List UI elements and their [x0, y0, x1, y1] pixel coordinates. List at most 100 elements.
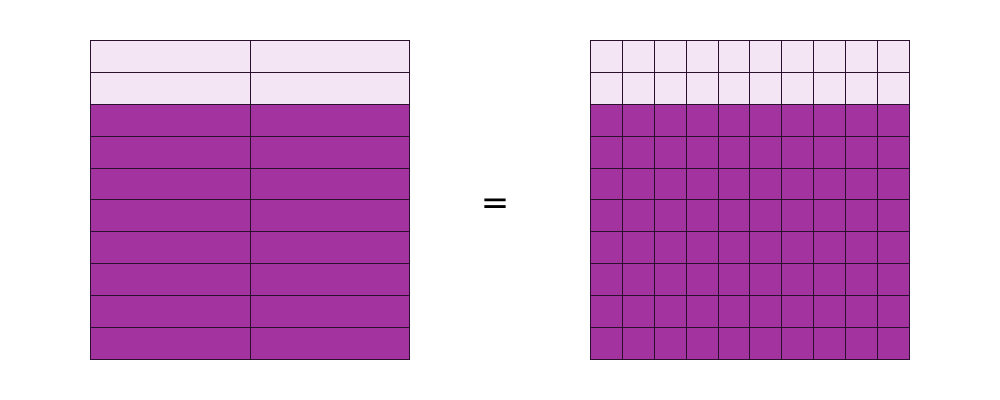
left-model-unshaded-cell	[250, 72, 410, 105]
left-model-shaded-cell	[91, 232, 251, 265]
right-model-shaded-cell	[814, 328, 847, 360]
right-model-shaded-cell	[878, 296, 910, 329]
right-model-shaded-cell	[750, 136, 783, 169]
right-model-shaded-cell	[591, 200, 623, 233]
right-model-shaded-cell	[750, 200, 783, 233]
right-model-shaded-cell	[654, 296, 687, 329]
left-fraction-model	[90, 40, 410, 360]
left-model-shaded-cell	[91, 168, 251, 201]
left-model-shaded-cell	[250, 264, 410, 297]
right-model-shaded-cell	[814, 200, 847, 233]
right-model-shaded-cell	[622, 104, 655, 137]
right-model-shaded-cell	[591, 168, 623, 201]
right-model-shaded-cell	[814, 136, 847, 169]
right-model-shaded-cell	[846, 168, 879, 201]
right-model-shaded-cell	[782, 200, 815, 233]
left-model-shaded-cell	[250, 200, 410, 233]
right-model-shaded-cell	[654, 328, 687, 360]
right-model-unshaded-cell	[782, 41, 815, 73]
right-model-shaded-cell	[654, 104, 687, 137]
right-model-shaded-cell	[718, 264, 751, 297]
right-model-unshaded-cell	[750, 41, 783, 73]
right-model-unshaded-cell	[878, 41, 910, 73]
right-model-shaded-cell	[878, 168, 910, 201]
right-model-shaded-cell	[782, 296, 815, 329]
left-model-shaded-cell	[250, 104, 410, 137]
right-model-shaded-cell	[750, 232, 783, 265]
left-model-shaded-cell	[91, 328, 251, 360]
right-model-shaded-cell	[591, 296, 623, 329]
right-model-shaded-cell	[686, 328, 719, 360]
right-model-unshaded-cell	[750, 72, 783, 105]
right-model-unshaded-cell	[718, 41, 751, 73]
right-model-shaded-cell	[750, 168, 783, 201]
right-model-shaded-cell	[718, 232, 751, 265]
right-model-shaded-cell	[622, 200, 655, 233]
right-model-shaded-cell	[878, 200, 910, 233]
right-model-shaded-cell	[750, 104, 783, 137]
left-model-shaded-cell	[91, 104, 251, 137]
right-model-shaded-cell	[654, 232, 687, 265]
right-model-unshaded-cell	[654, 72, 687, 105]
right-model-shaded-cell	[622, 232, 655, 265]
right-model-unshaded-cell	[846, 41, 879, 73]
right-model-shaded-cell	[878, 136, 910, 169]
right-model-shaded-cell	[686, 296, 719, 329]
right-model-shaded-cell	[718, 104, 751, 137]
right-model-shaded-cell	[750, 296, 783, 329]
right-model-shaded-cell	[654, 264, 687, 297]
right-model-shaded-cell	[846, 200, 879, 233]
right-model-shaded-cell	[686, 168, 719, 201]
right-model-shaded-cell	[878, 104, 910, 137]
right-model-unshaded-cell	[782, 72, 815, 105]
right-model-shaded-cell	[846, 264, 879, 297]
left-model-shaded-cell	[250, 136, 410, 169]
right-model-shaded-cell	[686, 200, 719, 233]
right-model-shaded-cell	[622, 296, 655, 329]
right-model-shaded-cell	[686, 136, 719, 169]
right-model-shaded-cell	[878, 264, 910, 297]
left-model-unshaded-cell	[250, 41, 410, 73]
right-model-shaded-cell	[750, 264, 783, 297]
left-model-shaded-cell	[91, 136, 251, 169]
left-model-shaded-cell	[91, 264, 251, 297]
right-model-unshaded-cell	[622, 72, 655, 105]
left-model-unshaded-cell	[91, 72, 251, 105]
right-model-shaded-cell	[814, 232, 847, 265]
right-fraction-model	[590, 40, 910, 360]
left-model-unshaded-cell	[91, 41, 251, 73]
right-model-shaded-cell	[750, 328, 783, 360]
right-model-unshaded-cell	[686, 41, 719, 73]
right-model-unshaded-cell	[654, 41, 687, 73]
right-model-shaded-cell	[591, 264, 623, 297]
right-model-shaded-cell	[846, 104, 879, 137]
right-model-shaded-cell	[686, 264, 719, 297]
left-model-shaded-cell	[250, 168, 410, 201]
right-model-shaded-cell	[622, 168, 655, 201]
right-model-shaded-cell	[718, 168, 751, 201]
right-model-unshaded-cell	[718, 72, 751, 105]
right-model-shaded-cell	[591, 328, 623, 360]
right-model-unshaded-cell	[686, 72, 719, 105]
right-model-shaded-cell	[622, 328, 655, 360]
right-model-shaded-cell	[846, 296, 879, 329]
right-model-shaded-cell	[814, 296, 847, 329]
left-model-shaded-cell	[250, 296, 410, 329]
right-model-shaded-cell	[814, 104, 847, 137]
right-model-unshaded-cell	[878, 72, 910, 105]
right-model-shaded-cell	[846, 328, 879, 360]
right-model-shaded-cell	[782, 136, 815, 169]
right-model-shaded-cell	[654, 168, 687, 201]
right-model-shaded-cell	[846, 232, 879, 265]
right-model-shaded-cell	[782, 168, 815, 201]
right-model-unshaded-cell	[814, 72, 847, 105]
right-model-unshaded-cell	[591, 72, 623, 105]
right-model-shaded-cell	[718, 328, 751, 360]
right-model-shaded-cell	[591, 104, 623, 137]
right-model-shaded-cell	[782, 264, 815, 297]
right-model-shaded-cell	[622, 136, 655, 169]
equals-sign: =	[480, 183, 510, 223]
right-model-shaded-cell	[718, 296, 751, 329]
right-model-shaded-cell	[814, 264, 847, 297]
left-model-shaded-cell	[91, 296, 251, 329]
